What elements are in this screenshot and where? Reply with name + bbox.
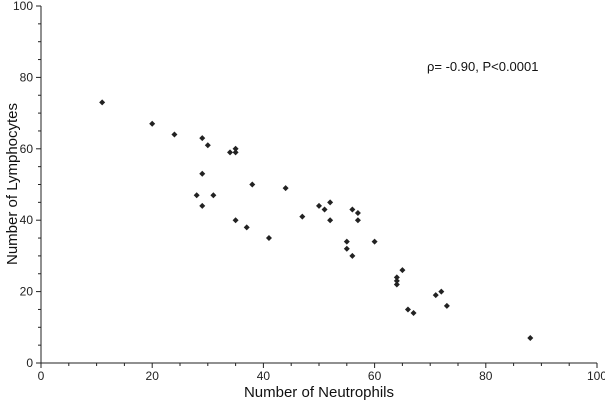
x-tick-label: 100: [587, 369, 605, 383]
data-point: [199, 202, 206, 209]
data-point: [410, 310, 417, 317]
y-tick-label: 100: [13, 0, 33, 13]
data-point: [199, 170, 206, 177]
y-axis-title: Number of Lymphocytes: [4, 103, 21, 265]
data-point: [393, 277, 400, 284]
data-point: [527, 335, 534, 342]
data-point: [343, 245, 350, 252]
y-tick-label: 80: [20, 70, 34, 84]
y-tick-label: 40: [20, 213, 34, 227]
correlation-annotation: ρ= -0.90, P<0.0001: [427, 59, 538, 74]
data-point: [232, 217, 239, 224]
data-point: [343, 238, 350, 245]
data-point: [243, 224, 250, 231]
data-point: [316, 202, 322, 209]
data-point: [282, 185, 289, 192]
data-point: [199, 135, 206, 142]
x-tick-label: 40: [257, 369, 271, 383]
data-point: [399, 267, 406, 274]
data-point: [249, 181, 256, 188]
data-point: [232, 149, 239, 156]
x-tick-label: 0: [38, 369, 45, 383]
data-point: [210, 192, 217, 199]
data-point: [299, 213, 306, 220]
data-point: [193, 192, 200, 199]
data-point: [204, 142, 211, 149]
data-point: [438, 288, 445, 295]
data-point: [393, 281, 400, 288]
data-point: [171, 131, 178, 138]
data-point: [232, 145, 239, 152]
data-points: [99, 99, 534, 342]
data-point: [404, 306, 411, 313]
x-tick-label: 80: [479, 369, 493, 383]
data-point: [354, 217, 361, 224]
x-tick-label: 60: [368, 369, 382, 383]
data-point: [349, 206, 356, 213]
data-point: [432, 292, 439, 299]
data-point: [371, 238, 378, 245]
data-point: [149, 120, 156, 127]
data-point: [227, 149, 234, 156]
data-point: [321, 206, 328, 213]
data-point: [265, 235, 272, 242]
data-point: [327, 199, 334, 206]
data-point: [443, 302, 450, 309]
x-axis-title: Number of Neutrophils: [244, 384, 394, 401]
data-point: [99, 99, 106, 106]
y-tick-label: 20: [20, 285, 34, 299]
y-tick-label: 0: [26, 356, 33, 370]
y-axis-ticks: 0 20 40 60 80 100: [13, 0, 41, 370]
data-point: [327, 217, 334, 224]
data-point: [393, 274, 400, 281]
y-tick-label: 60: [20, 142, 34, 156]
data-point: [349, 252, 356, 259]
data-point: [354, 210, 361, 217]
x-tick-label: 20: [146, 369, 160, 383]
x-axis-ticks: 0 20 40 60 80 100: [38, 363, 605, 383]
